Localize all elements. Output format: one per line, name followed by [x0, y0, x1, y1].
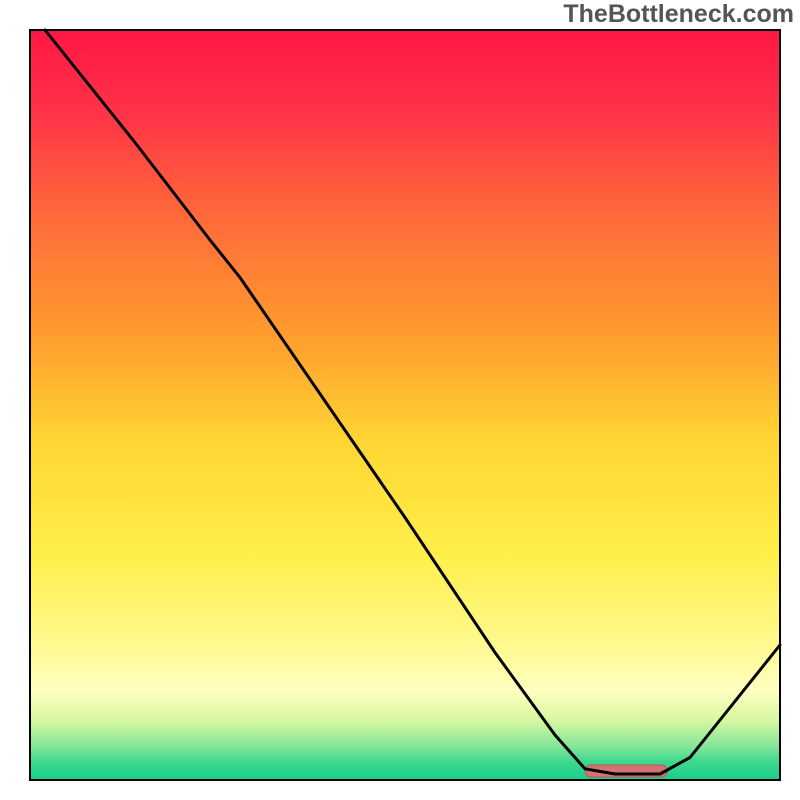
watermark-text: TheBottleneck.com [563, 0, 794, 29]
chart-svg [0, 0, 800, 800]
plot-background [30, 30, 780, 780]
chart-container: TheBottleneck.com [0, 0, 800, 800]
